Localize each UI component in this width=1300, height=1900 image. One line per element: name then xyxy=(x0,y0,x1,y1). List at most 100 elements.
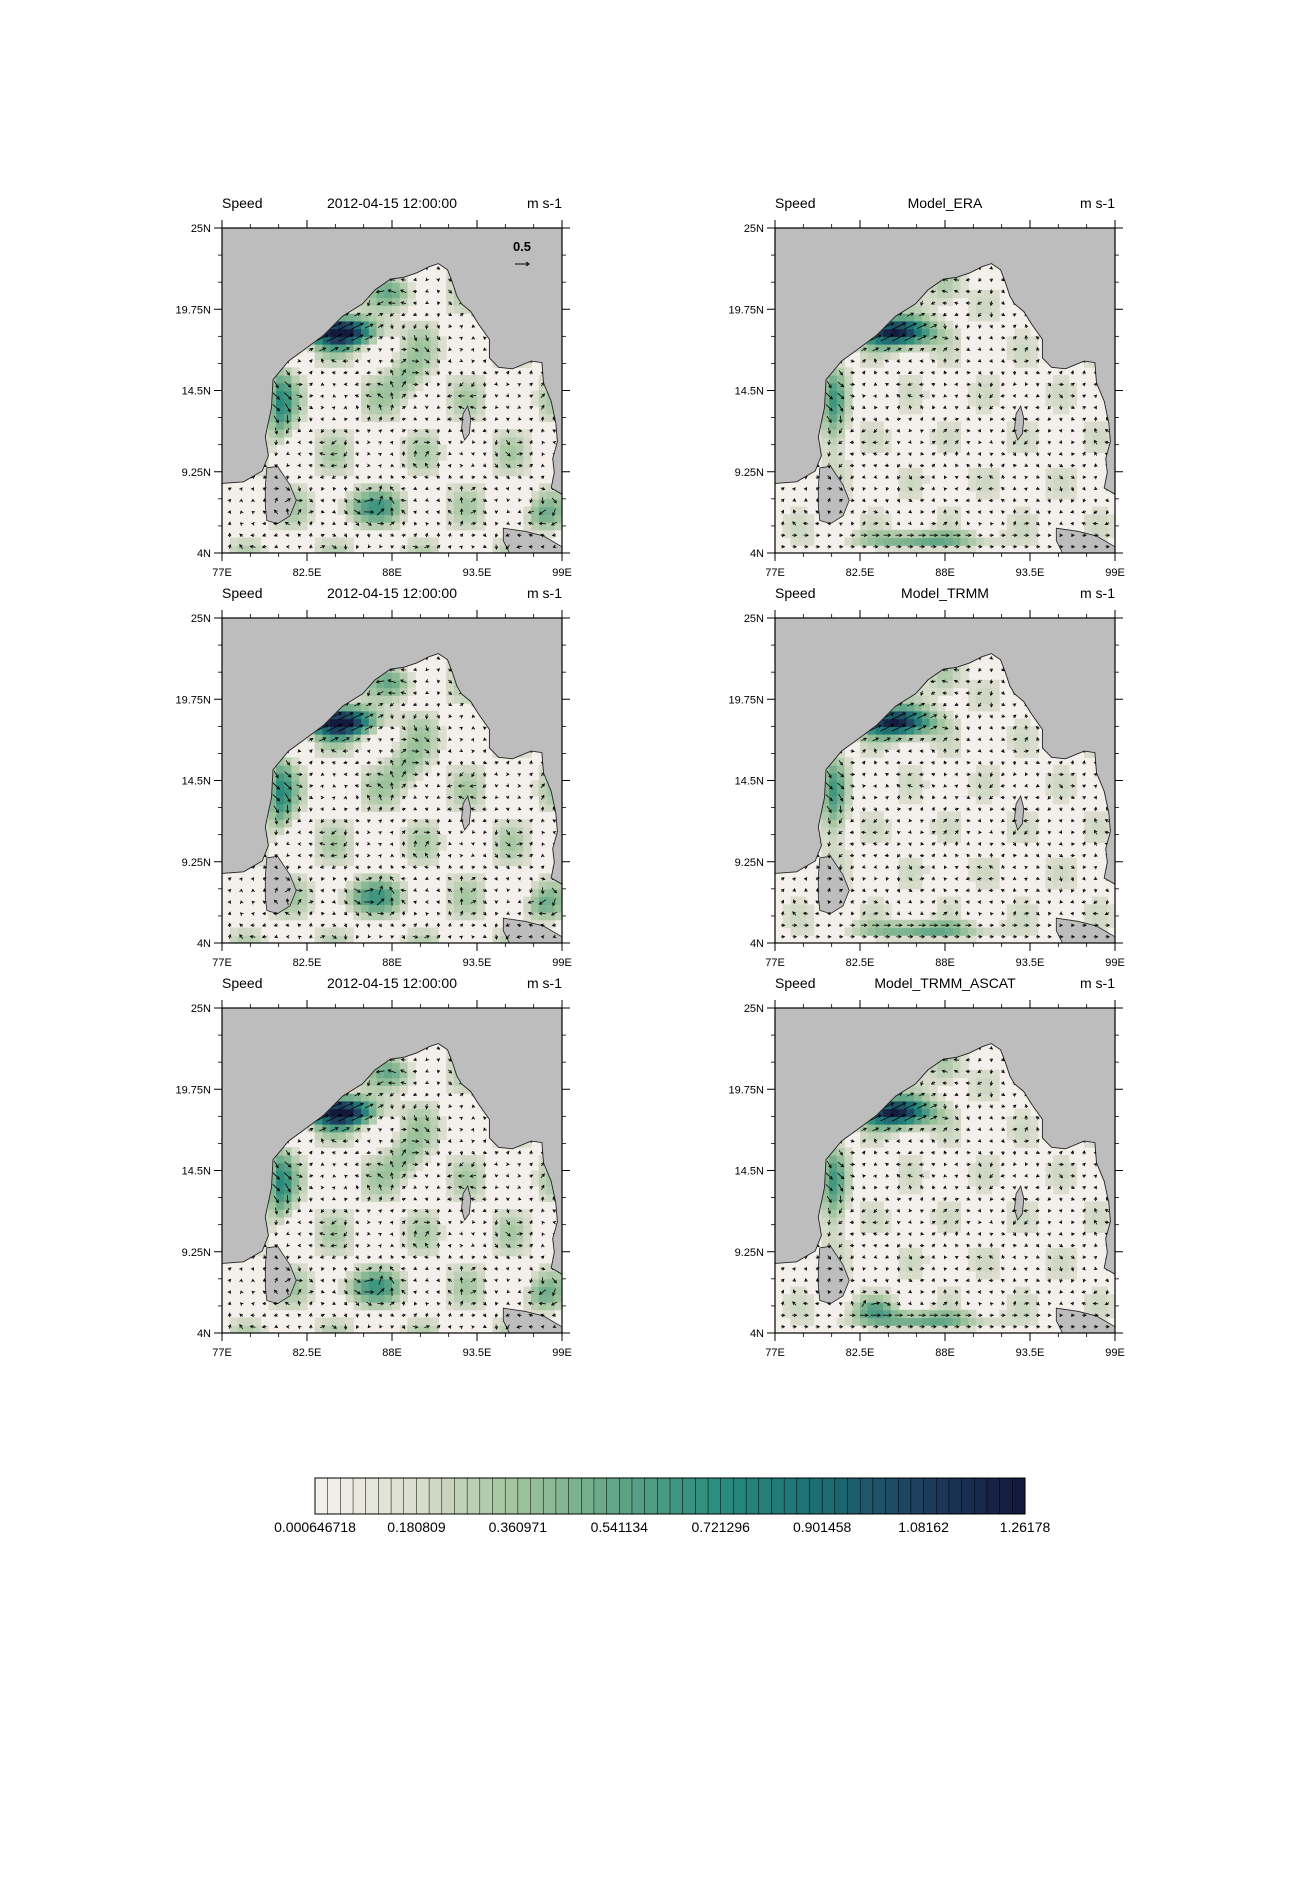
lat-tick-label: 4N xyxy=(750,938,764,950)
colorbar-level xyxy=(771,1477,785,1515)
colorbar-level xyxy=(492,1477,506,1515)
panel-title-left: Speed xyxy=(222,585,262,601)
colorbar-level xyxy=(568,1477,582,1515)
lat-tick-label: 9.25N xyxy=(182,467,211,479)
lon-tick-label: 77E xyxy=(212,567,232,579)
lon-tick-label: 93.5E xyxy=(1016,567,1045,579)
lon-tick-label: 77E xyxy=(765,957,785,969)
colorbar-level xyxy=(327,1477,341,1515)
colorbar-level xyxy=(745,1477,760,1515)
lat-tick-label: 9.25N xyxy=(735,467,764,479)
colorbar-level xyxy=(581,1477,595,1515)
sri-lanka-landmass xyxy=(817,465,850,525)
colorbar-level xyxy=(897,1477,912,1515)
lat-tick-label: 9.25N xyxy=(735,1247,764,1259)
colorbar-level xyxy=(378,1477,392,1515)
colorbar-level xyxy=(682,1477,696,1515)
coastline xyxy=(774,653,1116,885)
lat-tick-label: 25N xyxy=(191,613,211,625)
colorbar-level xyxy=(454,1477,468,1515)
lon-tick-label: 82.5E xyxy=(293,1347,322,1359)
lat-tick-label: 25N xyxy=(744,1003,764,1015)
colorbar-level xyxy=(466,1477,481,1515)
colorbar-level xyxy=(542,1477,557,1515)
lon-tick-label: 99E xyxy=(1105,957,1125,969)
colorbar-level xyxy=(821,1477,836,1515)
lat-tick-label: 25N xyxy=(191,1003,211,1015)
colorbar-level xyxy=(416,1477,430,1515)
colorbar-tick-label: 0.180809 xyxy=(387,1519,446,1535)
colorbar-level xyxy=(859,1477,874,1515)
panel-title-left: Speed xyxy=(775,195,815,211)
coastline xyxy=(221,1043,563,1275)
panel-title-right: m s-1 xyxy=(1080,195,1115,211)
coastline xyxy=(774,263,1116,495)
lon-tick-label: 93.5E xyxy=(1016,957,1045,969)
lon-tick-label: 88E xyxy=(382,567,402,579)
panel-title-center: 2012-04-15 12:00:00 xyxy=(327,975,457,991)
lon-tick-label: 99E xyxy=(552,567,572,579)
colorbar-level xyxy=(999,1477,1013,1515)
andaman-island xyxy=(461,1184,472,1221)
colorbar-level xyxy=(809,1477,823,1515)
lon-tick-label: 88E xyxy=(935,567,955,579)
colorbar-level xyxy=(720,1477,734,1515)
lon-tick-label: 93.5E xyxy=(463,957,492,969)
lon-tick-label: 99E xyxy=(552,957,572,969)
lat-tick-label: 4N xyxy=(750,548,764,560)
coastline xyxy=(221,263,563,495)
colorbar-level xyxy=(847,1477,861,1515)
sri-lanka-landmass xyxy=(264,1245,297,1305)
panel-title-right: m s-1 xyxy=(527,585,562,601)
lon-tick-label: 99E xyxy=(1105,1347,1125,1359)
lon-tick-label: 88E xyxy=(382,1347,402,1359)
lat-tick-label: 4N xyxy=(197,1328,211,1340)
lat-tick-label: 4N xyxy=(750,1328,764,1340)
colorbar-level xyxy=(707,1477,722,1515)
colorbar-level xyxy=(986,1477,1001,1515)
colorbar-level xyxy=(365,1477,379,1515)
panel-title-right: m s-1 xyxy=(1080,975,1115,991)
lon-tick-label: 88E xyxy=(935,1347,955,1359)
colorbar-level xyxy=(340,1477,354,1515)
panel-title-center: 2012-04-15 12:00:00 xyxy=(327,585,457,601)
lat-tick-label: 19.75N xyxy=(176,304,212,316)
lat-tick-label: 19.75N xyxy=(729,694,765,706)
lat-tick-label: 25N xyxy=(744,223,764,235)
panel-title-left: Speed xyxy=(222,195,262,211)
colorbar-level xyxy=(555,1477,570,1515)
panel-title-right: m s-1 xyxy=(1080,585,1115,601)
panel-title-center: Model_TRMM xyxy=(901,585,989,601)
colorbar-level xyxy=(631,1477,646,1515)
lat-tick-label: 14.5N xyxy=(735,776,764,788)
sri-lanka-landmass xyxy=(264,855,297,915)
colorbar-tick-label: 0.360971 xyxy=(489,1519,548,1535)
colorbar-level xyxy=(910,1477,925,1515)
colorbar-level xyxy=(428,1477,443,1515)
lon-tick-label: 82.5E xyxy=(846,567,875,579)
lon-tick-label: 77E xyxy=(765,1347,785,1359)
lon-tick-label: 82.5E xyxy=(293,957,322,969)
colorbar-level xyxy=(923,1477,937,1515)
panel-title-right: m s-1 xyxy=(527,195,562,211)
panel-title-left: Speed xyxy=(222,975,262,991)
colorbar-level xyxy=(504,1477,519,1515)
colorbar-level xyxy=(403,1477,417,1515)
panel-title-center: Model_TRMM_ASCAT xyxy=(874,975,1016,991)
sri-lanka-landmass xyxy=(817,855,850,915)
lat-tick-label: 19.75N xyxy=(729,304,765,316)
lat-tick-label: 9.25N xyxy=(182,1247,211,1259)
colorbar-level xyxy=(834,1477,849,1515)
lon-tick-label: 93.5E xyxy=(463,567,492,579)
colorbar-level xyxy=(758,1477,772,1515)
sri-lanka-landmass xyxy=(817,1245,850,1305)
lat-tick-label: 25N xyxy=(744,613,764,625)
lat-tick-label: 19.75N xyxy=(176,694,212,706)
lon-tick-label: 93.5E xyxy=(1016,1347,1045,1359)
lon-tick-label: 99E xyxy=(552,1347,572,1359)
andaman-island xyxy=(461,404,472,441)
lat-tick-label: 25N xyxy=(191,223,211,235)
colorbar-frame xyxy=(314,1477,1026,1515)
reference-arrow-icon xyxy=(515,261,530,267)
